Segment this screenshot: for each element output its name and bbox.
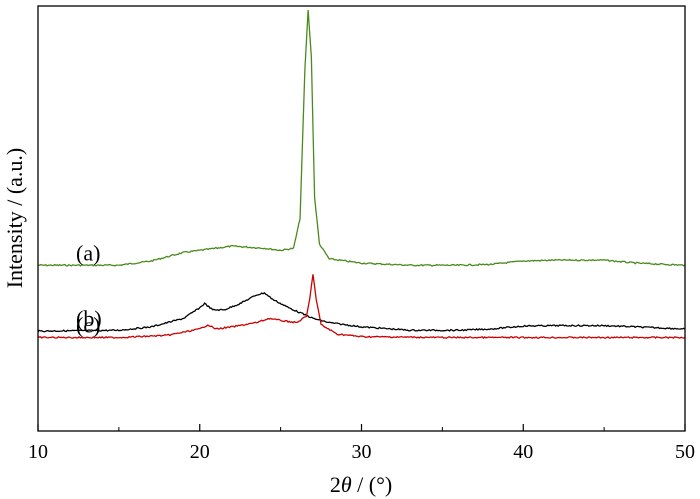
y-axis-title: Intensity / (a.u.): [2, 148, 27, 289]
x-tick-label: 50: [675, 441, 695, 463]
x-tick-label: 40: [513, 441, 533, 463]
x-tick-label: 10: [28, 441, 48, 463]
series-label-a: (a): [76, 240, 100, 265]
x-axis: 10 20 30 40 50: [28, 424, 695, 463]
series-line-c: [37, 274, 686, 340]
series-labels: (a) (b)(c): [76, 240, 102, 337]
x-axis-title: 2θ / (°): [330, 472, 392, 497]
x-tick-label: 30: [352, 441, 372, 463]
x-tick-label: 20: [190, 441, 210, 463]
series-lines: [37, 9, 686, 340]
series-line-a: [37, 9, 686, 267]
series-label-c: (c): [76, 313, 100, 338]
series-line-b: [37, 292, 686, 333]
series-label-b: (b): [76, 306, 102, 331]
plot-frame: [37, 5, 686, 432]
